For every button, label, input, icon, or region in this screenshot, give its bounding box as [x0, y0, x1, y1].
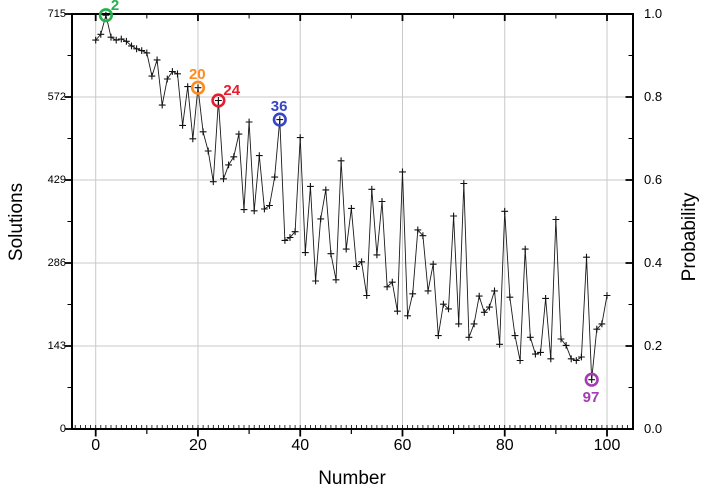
y-right-tick-label: 0.8 [644, 89, 663, 104]
highlight-circle-20 [190, 80, 206, 95]
x-axis-title: Number [318, 468, 386, 489]
y-left-tick-label: 429 [47, 174, 66, 186]
highlight-circle-97 [584, 372, 599, 387]
highlight-circle-2 [98, 8, 113, 23]
y-right-tick-label: 0.6 [644, 172, 663, 187]
highlight-label-97: 97 [582, 388, 600, 406]
y-left-tick-label: 143 [47, 340, 66, 352]
x-axis-minor-ticks [74, 425, 633, 429]
highlight-label-36: 36 [270, 97, 288, 115]
y-right-tick-label: 1.0 [644, 6, 663, 21]
plot-border [71, 13, 634, 430]
y-right-tick-label: 0.2 [644, 338, 663, 353]
y-left-tick-label: 286 [47, 257, 66, 269]
x-tick-label: 40 [291, 437, 310, 454]
x-tick-label: 20 [189, 437, 207, 454]
highlight-label-2: 2 [110, 0, 120, 15]
x-tick-label: 100 [593, 437, 621, 454]
x-tick-label: 0 [91, 437, 101, 454]
y-left-tick-label: 0 [59, 423, 66, 435]
y-left-tick-label: 572 [47, 91, 66, 103]
highlight-circle-24 [211, 93, 226, 108]
highlight-label-24: 24 [223, 82, 241, 100]
highlight-circle-36 [272, 112, 287, 127]
y-axis-left-title: Solutions [6, 182, 27, 262]
highlight-label-20: 20 [188, 65, 206, 83]
x-tick-label: 60 [393, 437, 412, 454]
y-right-tick-label: 0.0 [644, 421, 663, 436]
data-markers [92, 11, 611, 384]
y-right-tick-label: 0.4 [644, 255, 663, 270]
y-axis-right-title: Probability [679, 192, 700, 282]
x-tick-label: 80 [495, 437, 514, 454]
y-left-tick-label: 715 [47, 8, 66, 20]
